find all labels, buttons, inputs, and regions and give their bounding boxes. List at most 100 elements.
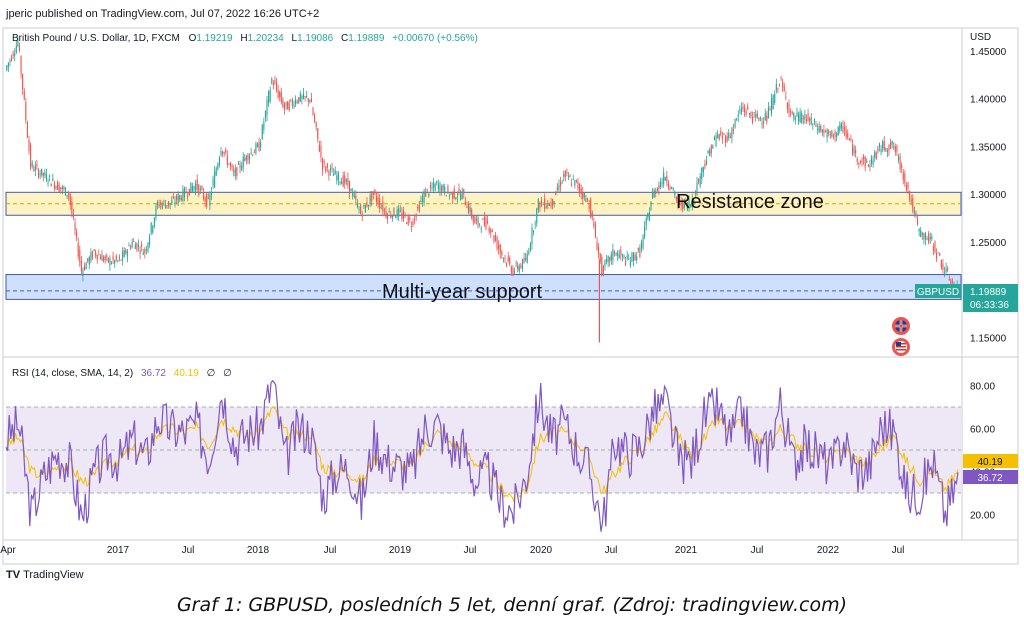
candle-body [72, 213, 74, 218]
candle-body [247, 154, 249, 161]
time-axis[interactable]: Apr 2017 Jul 2018 Jul 2019 Jul 2020 Jul 2021 Jul 20… [0, 545, 904, 556]
candle-body [701, 167, 703, 179]
candle-body [785, 96, 787, 98]
candle-body [169, 203, 171, 205]
candle-body [818, 126, 820, 133]
candle-body [804, 114, 806, 120]
candle-body [931, 236, 933, 239]
rsi-sma-badge-bg [963, 454, 1018, 468]
candle-body [856, 158, 858, 162]
candle-body [607, 256, 609, 263]
candle-body [23, 90, 25, 99]
candle-body [747, 106, 749, 110]
candle-body [874, 152, 876, 158]
rsi-toggle-1[interactable]: ∅ [207, 368, 216, 379]
candle-body [626, 255, 628, 259]
candle-body [266, 99, 268, 116]
candle-body [271, 78, 273, 84]
candle-body [418, 205, 420, 211]
candle-body [436, 181, 438, 184]
candle-body [888, 145, 890, 151]
rsi-tick-label: 20.00 [970, 511, 995, 522]
candle-body [910, 199, 912, 202]
candle-body [185, 191, 187, 194]
candle-body [47, 182, 49, 184]
candle-body [83, 266, 86, 270]
candle-body [415, 215, 417, 217]
candle-body [363, 205, 365, 207]
candle-body [555, 191, 557, 195]
candle-body [429, 185, 431, 188]
candle-body [142, 252, 144, 255]
candle-body [791, 111, 793, 114]
candle-body [375, 196, 378, 202]
candle-body [553, 201, 555, 204]
candle-body [669, 187, 671, 190]
candle-body [563, 174, 565, 177]
candle-body [672, 187, 674, 190]
candle-body [918, 228, 920, 232]
candle-body [123, 249, 125, 257]
candle-body [168, 201, 170, 206]
candle-body [550, 202, 552, 207]
candle-body [682, 200, 684, 210]
candle-body [288, 102, 290, 111]
candle-body [943, 272, 946, 274]
candle-body [252, 154, 254, 156]
candle-body [761, 122, 763, 124]
candle-body [740, 107, 742, 114]
candle-body [928, 233, 930, 243]
candle-body [552, 198, 554, 206]
candle-body [558, 184, 560, 190]
rsi-toggle-2[interactable]: ∅ [223, 368, 232, 379]
candle-body [912, 197, 914, 211]
rsi-levels [6, 406, 961, 494]
candle-body [360, 205, 362, 214]
candle-body [529, 243, 531, 251]
close-value: 1.19889 [348, 33, 385, 44]
us-flag-icon[interactable] [892, 338, 910, 356]
candle-body [233, 170, 235, 173]
candle-body [572, 178, 574, 180]
publisher-header: jperic published on TradingView.com, Jul… [6, 8, 320, 20]
candle-body [350, 188, 352, 192]
candle-body [666, 175, 668, 183]
candle-body [63, 186, 65, 190]
candle-body [709, 150, 711, 156]
candle-body [494, 235, 497, 241]
candle-body [41, 168, 43, 176]
candle-body [580, 188, 582, 194]
candle-body [309, 100, 311, 102]
tradingview-logo[interactable]: TV TradingView [6, 569, 84, 581]
candle-body [875, 152, 877, 159]
candle-body [91, 252, 94, 258]
candle-body [477, 217, 479, 225]
candle-body [858, 162, 860, 164]
candle-body [120, 259, 122, 261]
candle-body [812, 123, 814, 125]
candle-body [69, 193, 71, 205]
candle-body [364, 205, 366, 213]
candle-body [387, 213, 389, 219]
candle-body [604, 260, 606, 267]
candle-body [320, 146, 322, 158]
candle-body [617, 252, 619, 256]
candle-body [518, 266, 520, 272]
candle-body [748, 113, 750, 115]
candle-body [506, 262, 508, 266]
candle-body [467, 204, 470, 213]
candle-body [314, 115, 316, 122]
candle-body [136, 243, 138, 251]
candle-body [163, 200, 165, 202]
candle-body [95, 251, 97, 256]
chart-canvas[interactable]: Resistance zone Multi-year support USD 1… [0, 0, 1024, 570]
candle-body [372, 191, 374, 195]
candle-body [131, 241, 133, 248]
candle-body [491, 231, 493, 233]
uk-flag-icon[interactable] [892, 317, 910, 335]
candle-body [139, 250, 141, 254]
candle-body [393, 207, 395, 216]
candle-body [417, 206, 419, 208]
candle-body [104, 256, 106, 261]
candle-body [45, 174, 48, 181]
